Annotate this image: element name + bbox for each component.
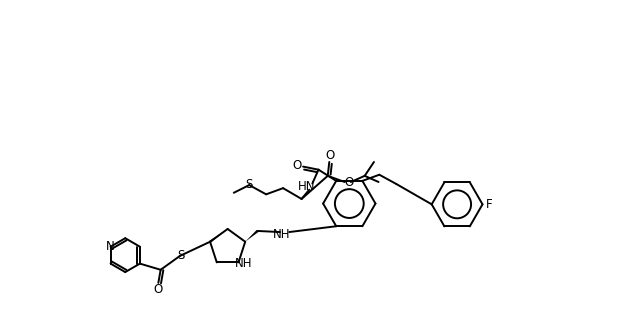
- Text: F: F: [486, 198, 493, 211]
- Text: HN: HN: [297, 180, 315, 193]
- Text: O: O: [292, 159, 302, 172]
- Text: O: O: [154, 283, 163, 296]
- Polygon shape: [245, 230, 258, 242]
- Text: S: S: [177, 249, 184, 262]
- Polygon shape: [209, 229, 228, 243]
- Text: S: S: [246, 178, 253, 191]
- Text: NH: NH: [235, 257, 253, 270]
- Text: N: N: [105, 240, 114, 253]
- Text: O: O: [344, 175, 353, 188]
- Text: NH: NH: [273, 228, 290, 241]
- Text: O: O: [325, 149, 335, 162]
